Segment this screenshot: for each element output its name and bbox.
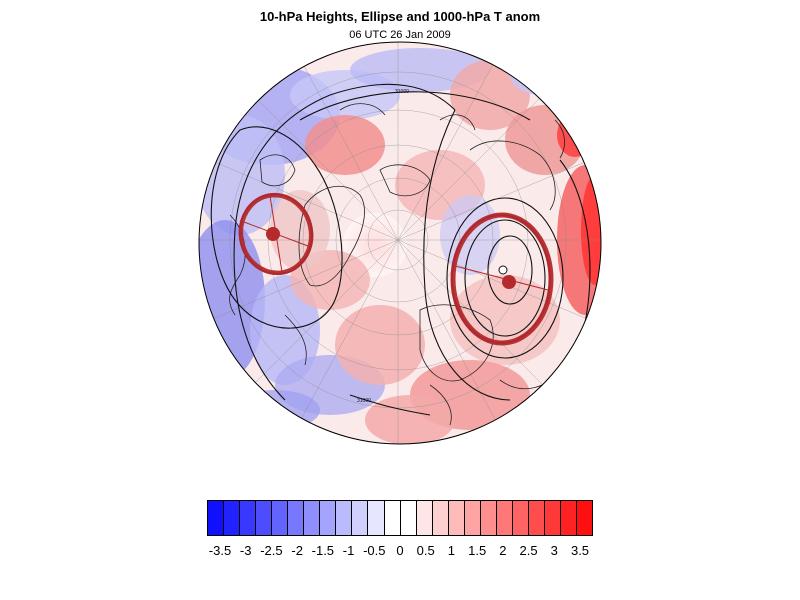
centroid-marker [502, 275, 516, 289]
pole-marker [498, 265, 508, 275]
colorbar-swatch [480, 501, 497, 535]
colorbar-swatch [240, 501, 257, 535]
colorbar-swatch [336, 501, 353, 535]
colorbar-swatch [320, 501, 337, 535]
contour-label: 31000 [395, 89, 409, 95]
colorbar-swatch [416, 501, 433, 535]
colorbar-swatch [544, 501, 562, 535]
colorbar-tick-label: -3 [239, 543, 252, 558]
colorbar-swatch [528, 501, 545, 535]
polar-map: 31000 31000 [198, 41, 602, 445]
temperature-anomaly-field [199, 42, 601, 444]
colorbar-tick-label: 3.5 [570, 543, 590, 558]
colorbar-swatch [272, 501, 289, 535]
ellipse-axis [454, 265, 549, 291]
colorbar-swatch [561, 501, 578, 535]
colorbar-tick-label: -2 [291, 543, 303, 558]
colorbar-swatch [512, 501, 529, 535]
colorbar-tick-label: -3.5 [208, 543, 232, 558]
colorbar-tick-label: -2.5 [260, 543, 283, 558]
colorbar-swatch [400, 501, 417, 535]
colorbar-tick-label: -1 [342, 543, 355, 558]
colorbar-tick-label: 0 [396, 543, 404, 558]
colorbar-swatch [368, 501, 385, 535]
globe-outline [198, 41, 602, 445]
contour-label: 31000 [357, 398, 371, 404]
colorbar-swatch [384, 501, 401, 535]
map-subtitle: 06 UTC 26 Jan 2009 [349, 29, 451, 41]
colorbar-tick-label: 0.5 [416, 543, 435, 558]
colorbar-tick-label: 2.5 [519, 543, 538, 558]
colorbar-tick-label: 1.5 [468, 543, 487, 558]
colorbar-swatch [208, 501, 225, 535]
graticule [199, 42, 601, 444]
colorbar [207, 500, 593, 536]
height-contours [210, 83, 591, 416]
colorbar-tick-label: 2 [499, 543, 507, 558]
vortex-ellipse-right [450, 212, 554, 346]
colorbar-tick-label: -0.5 [363, 543, 386, 558]
colorbar-swatch [464, 501, 481, 535]
colorbar-swatch [256, 501, 273, 535]
colorbar-swatch [304, 501, 321, 535]
colorbar-tick-label: 3 [550, 543, 558, 558]
map-title: 10-hPa Heights, Ellipse and 1000-hPa T a… [259, 9, 541, 24]
colorbar-tick-label: 1 [447, 543, 456, 558]
colorbar-swatch [577, 501, 593, 535]
centroid-marker [266, 227, 280, 241]
colorbar-swatch [288, 501, 305, 535]
colorbar-swatch [496, 501, 513, 535]
colorbar-swatch [448, 501, 465, 535]
colorbar-tick-label: -1.5 [311, 543, 335, 558]
colorbar-labels: -3.5 -3 -2.5 -2 -1.5 -1 -0.5 0 0.5 1 1.5 2 2.5 3 3.5 [0, 543, 800, 561]
colorbar-swatch [352, 501, 369, 535]
colorbar-swatch [432, 501, 449, 535]
colorbar-swatch [224, 501, 241, 535]
